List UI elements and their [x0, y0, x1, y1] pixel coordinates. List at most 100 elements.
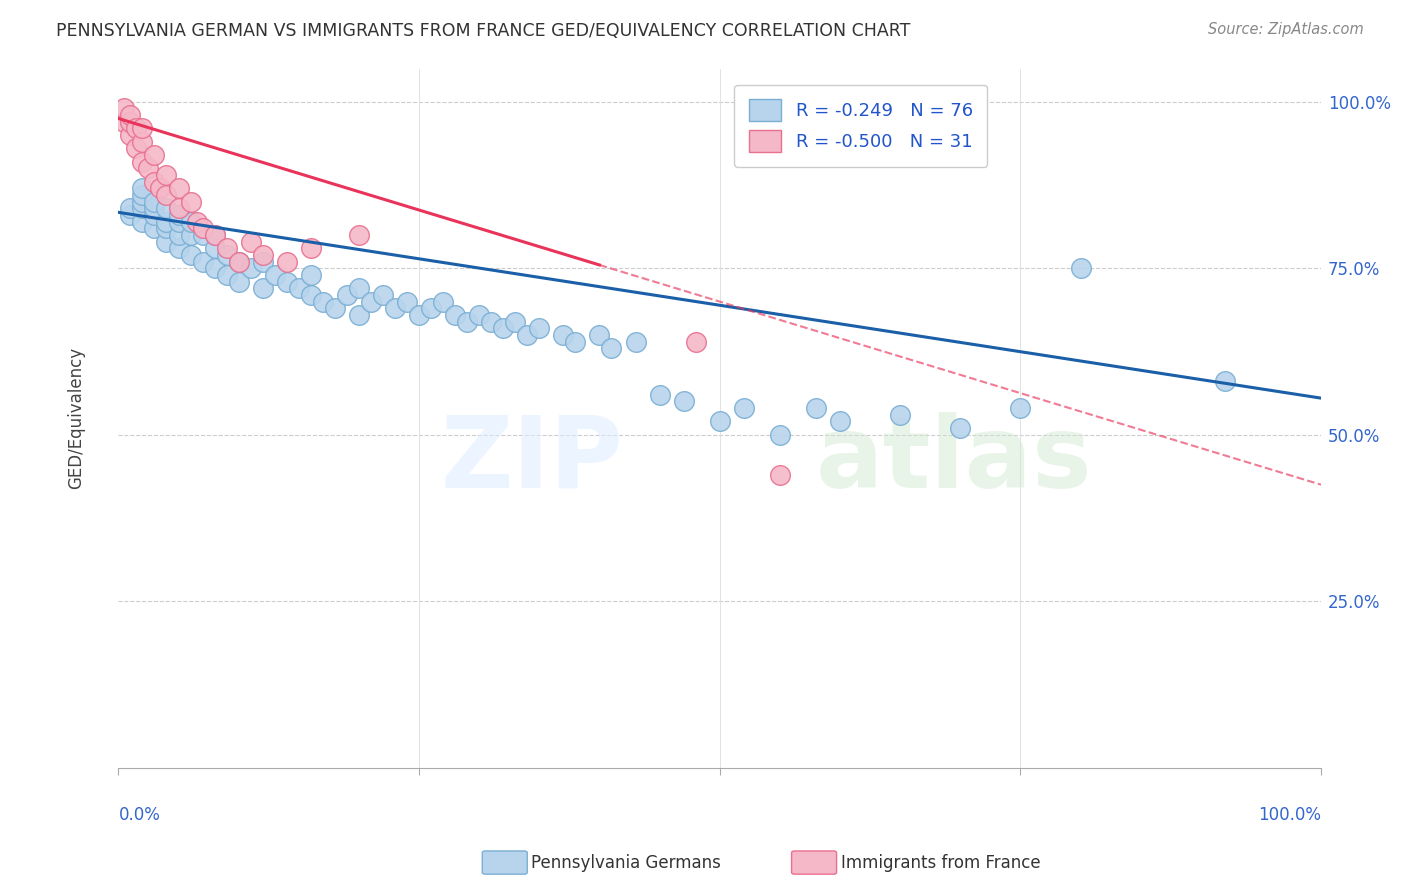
Point [204, 241, 226, 255]
Point [143, 148, 166, 162]
Point [804, 401, 827, 416]
Point [155, 221, 177, 235]
Point [276, 254, 298, 268]
Point [167, 181, 190, 195]
Point [408, 308, 430, 322]
Point [239, 235, 262, 249]
Point [143, 221, 166, 235]
Point [131, 135, 153, 149]
Point [648, 388, 671, 402]
Point [624, 334, 647, 349]
Point [588, 327, 610, 342]
Point [1070, 261, 1092, 276]
Point [143, 202, 166, 216]
Point [215, 268, 238, 282]
Point [228, 254, 250, 268]
Point [186, 215, 208, 229]
Point [444, 308, 467, 322]
Point [120, 128, 142, 142]
Point [889, 408, 911, 422]
Point [131, 202, 153, 216]
Text: Pennsylvania Germans: Pennsylvania Germans [531, 854, 721, 871]
Point [180, 227, 202, 242]
Point [299, 268, 322, 282]
Point [120, 208, 142, 222]
Point [228, 275, 250, 289]
Point [516, 327, 538, 342]
Point [252, 248, 274, 262]
Point [479, 314, 502, 328]
Point [131, 181, 153, 195]
Point [456, 314, 478, 328]
Point [180, 215, 202, 229]
Point [125, 141, 148, 155]
Text: 0.0%: 0.0% [118, 806, 160, 824]
Point [180, 194, 202, 209]
Point [432, 294, 454, 309]
Point [828, 414, 851, 428]
Point [384, 301, 406, 316]
Point [167, 202, 190, 216]
Point [949, 421, 972, 435]
Point [180, 248, 202, 262]
Point [167, 227, 190, 242]
Point [167, 241, 190, 255]
Point [252, 281, 274, 295]
Point [420, 301, 443, 316]
Text: 100.0%: 100.0% [1258, 806, 1322, 824]
Point [336, 288, 359, 302]
Text: Immigrants from France: Immigrants from France [841, 854, 1040, 871]
Point [323, 301, 346, 316]
Point [347, 281, 370, 295]
Point [204, 227, 226, 242]
Text: GED/Equivalency: GED/Equivalency [67, 347, 86, 489]
Point [112, 102, 135, 116]
Point [239, 261, 262, 276]
Point [143, 175, 166, 189]
Point [347, 227, 370, 242]
Point [371, 288, 394, 302]
Point [131, 194, 153, 209]
Point [120, 202, 142, 216]
Point [204, 227, 226, 242]
Point [468, 308, 491, 322]
Legend: R = -0.249   N = 76, R = -0.500   N = 31: R = -0.249 N = 76, R = -0.500 N = 31 [734, 85, 987, 167]
Point [215, 241, 238, 255]
Point [167, 208, 190, 222]
Point [149, 181, 172, 195]
Text: PENNSYLVANIA GERMAN VS IMMIGRANTS FROM FRANCE GED/EQUIVALENCY CORRELATION CHART: PENNSYLVANIA GERMAN VS IMMIGRANTS FROM F… [56, 22, 911, 40]
Point [600, 341, 623, 355]
Point [228, 254, 250, 268]
Point [312, 294, 335, 309]
Point [347, 308, 370, 322]
Point [204, 261, 226, 276]
Point [553, 327, 575, 342]
Point [191, 254, 214, 268]
Point [503, 314, 526, 328]
Point [1213, 375, 1236, 389]
Point [492, 321, 515, 335]
Point [733, 401, 755, 416]
Point [299, 288, 322, 302]
Point [120, 115, 142, 129]
Point [252, 254, 274, 268]
Point [155, 202, 177, 216]
Point [564, 334, 586, 349]
Text: ZIP: ZIP [440, 411, 623, 508]
Point [672, 394, 695, 409]
Point [120, 108, 142, 122]
Point [215, 248, 238, 262]
Point [131, 188, 153, 202]
Point [155, 215, 177, 229]
Point [143, 194, 166, 209]
Point [769, 427, 792, 442]
Point [529, 321, 551, 335]
Point [769, 467, 792, 482]
Point [191, 227, 214, 242]
Point [263, 268, 285, 282]
Point [125, 121, 148, 136]
Point [299, 241, 322, 255]
Text: Source: ZipAtlas.com: Source: ZipAtlas.com [1208, 22, 1364, 37]
Point [155, 188, 177, 202]
Point [360, 294, 382, 309]
